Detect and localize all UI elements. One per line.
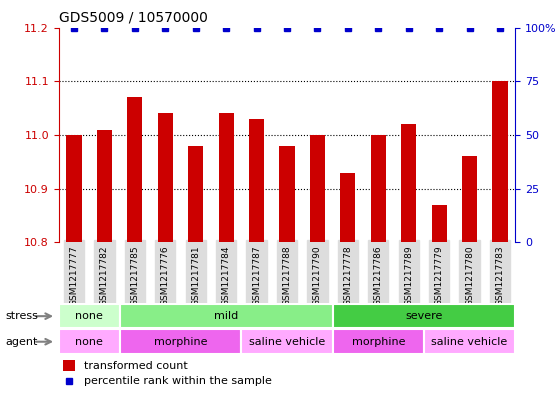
Bar [67, 135, 82, 242]
Bar [371, 135, 386, 242]
Bar [120, 304, 333, 329]
Text: morphine: morphine [352, 337, 405, 347]
Text: saline vehicle: saline vehicle [431, 337, 508, 347]
Bar [241, 329, 333, 354]
Text: stress: stress [6, 311, 39, 321]
Text: severe: severe [405, 311, 442, 321]
Bar [333, 304, 515, 329]
Bar [127, 97, 142, 242]
Bar [120, 329, 241, 354]
Bar [333, 329, 424, 354]
Bar [310, 135, 325, 242]
Bar [401, 124, 416, 242]
Bar [279, 146, 295, 242]
Text: transformed count: transformed count [84, 360, 188, 371]
Text: morphine: morphine [154, 337, 207, 347]
Text: mild: mild [214, 311, 238, 321]
Bar [218, 114, 234, 242]
Bar [158, 114, 173, 242]
Text: saline vehicle: saline vehicle [249, 337, 325, 347]
Bar [63, 360, 75, 371]
Bar [424, 329, 515, 354]
Bar [59, 304, 120, 329]
Bar [462, 156, 477, 242]
Bar [492, 81, 507, 242]
Bar [97, 130, 112, 242]
Bar [340, 173, 356, 242]
Text: agent: agent [6, 337, 38, 347]
Bar [188, 146, 203, 242]
Bar [59, 329, 120, 354]
Text: GDS5009 / 10570000: GDS5009 / 10570000 [59, 11, 208, 25]
Bar [432, 205, 447, 242]
Text: none: none [75, 337, 103, 347]
Text: percentile rank within the sample: percentile rank within the sample [84, 376, 272, 386]
Text: none: none [75, 311, 103, 321]
Bar [249, 119, 264, 242]
